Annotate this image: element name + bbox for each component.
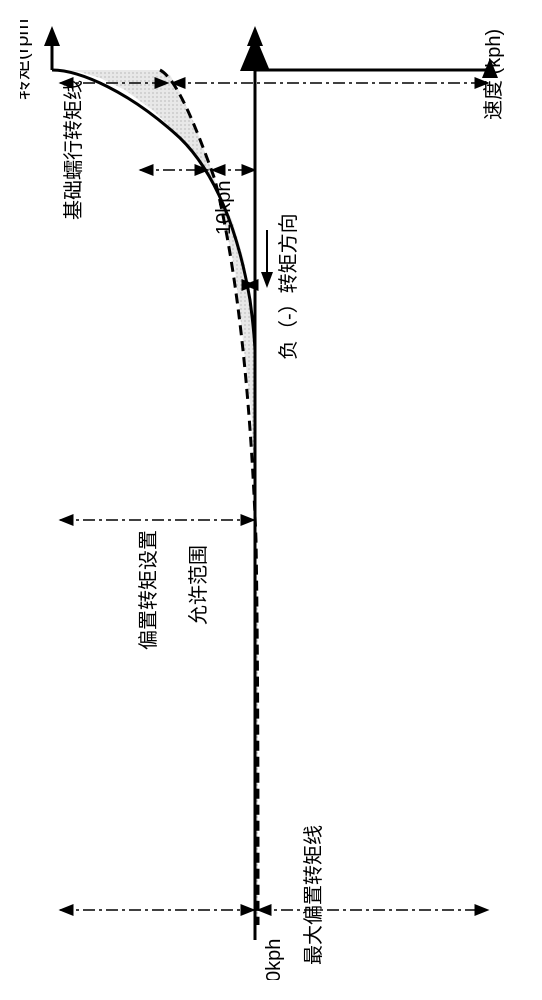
- tick-10kph: 10kph: [213, 181, 235, 236]
- tick-0kph: 0kph: [263, 939, 285, 980]
- creep-line-label: 基础蠕行转矩线: [62, 80, 85, 220]
- neg-torque-label: 负（-）转矩方向: [277, 213, 300, 360]
- chart-container: 转矩(rpm) 速度 (kph) 基础蠕行转矩线 10kph 负（-）转矩方向 …: [20, 20, 522, 980]
- neg-torque-arrowhead: [261, 272, 273, 288]
- region-label-2: 允许范围: [187, 545, 210, 625]
- max-offset-label: 最大偏置转矩线: [302, 825, 325, 965]
- y-axis-label: 转矩(rpm): [20, 20, 33, 100]
- torque-axis-arrow: [44, 26, 60, 46]
- region-label-1: 偏置转矩设置: [137, 530, 160, 650]
- max-offset-torque-line: [160, 70, 258, 925]
- x-axis-label: 速度 (kph): [482, 29, 505, 120]
- chart-svg: 转矩(rpm) 速度 (kph) 基础蠕行转矩线 10kph 负（-）转矩方向 …: [20, 20, 522, 980]
